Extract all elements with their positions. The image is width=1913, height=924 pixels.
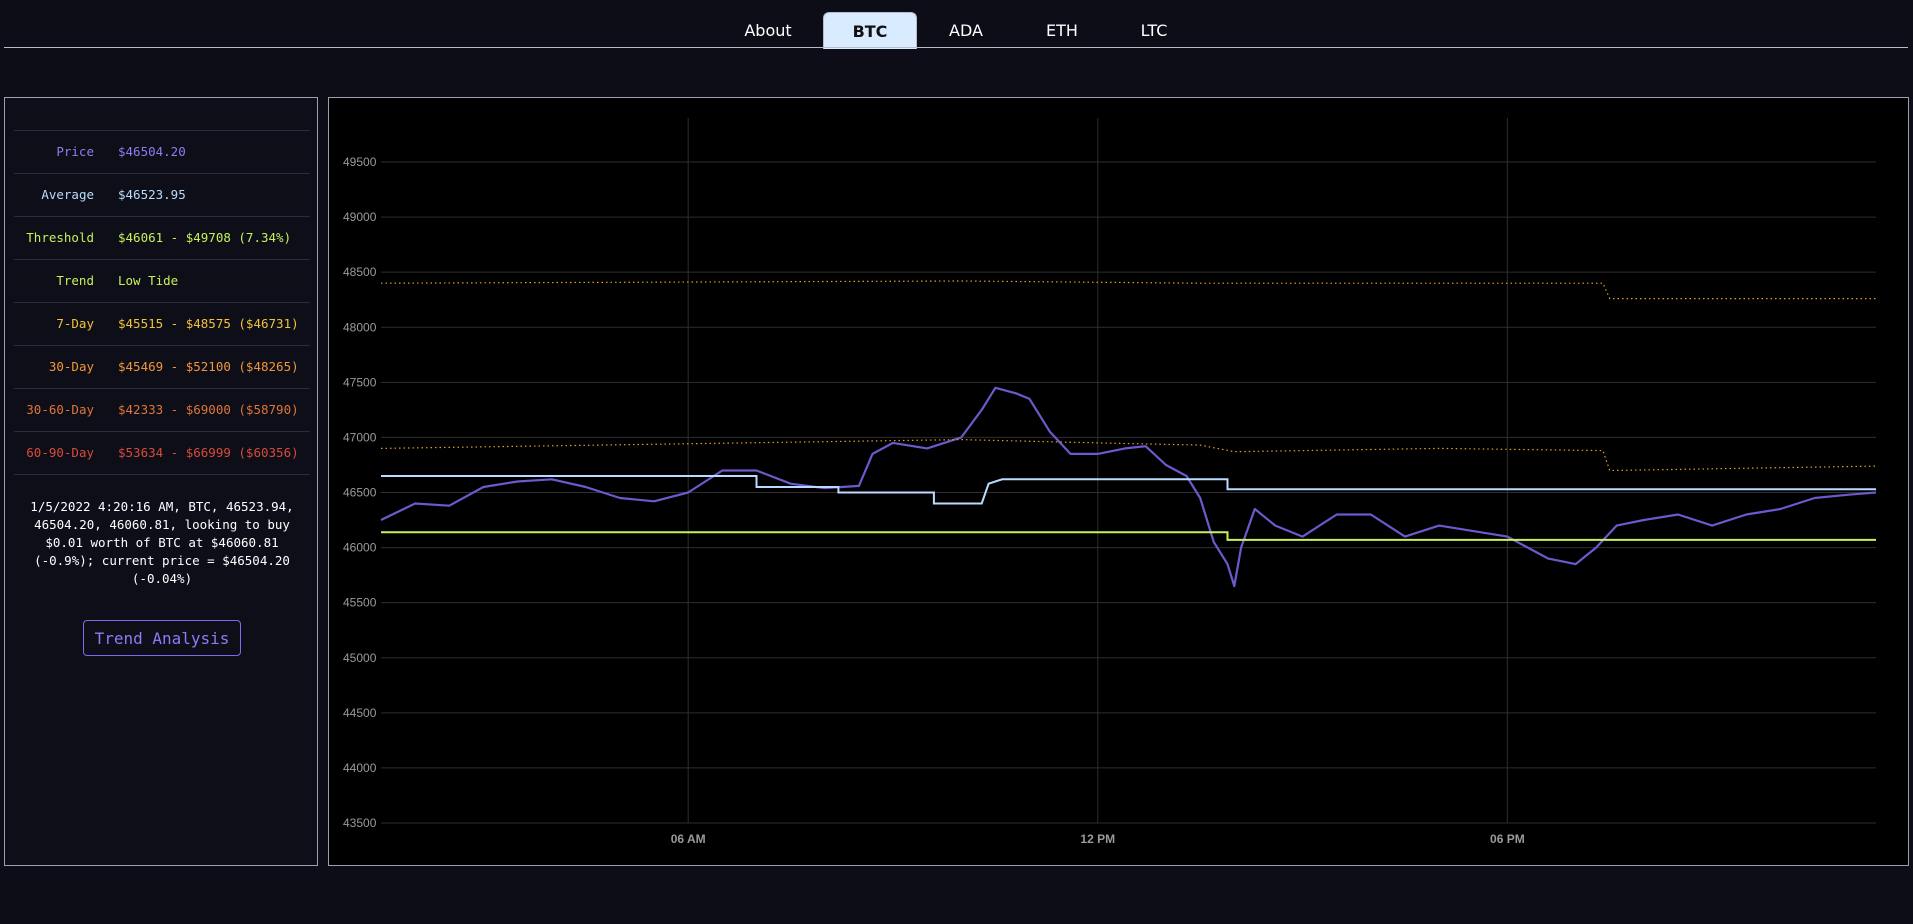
series-line-threshold <box>381 531 1876 541</box>
price-chart: 49500 49000 48500 48000 47500 47000 46500 46000… <box>328 97 1909 866</box>
y-tick-label: 46000 <box>343 541 377 555</box>
stat-value: $46523.95 <box>118 187 186 202</box>
trend-analysis-button[interactable]: Trend Analysis <box>83 620 241 656</box>
stats-table: Price $46504.20 Average $46523.95 Thresh… <box>14 130 310 475</box>
tab-eth[interactable]: ETH <box>1046 21 1078 40</box>
stat-row-30-60-day: 30-60-Day $42333 - $69000 ($58790) <box>14 388 310 431</box>
stat-value: $46504.20 <box>118 144 186 159</box>
stat-label: Trend <box>56 273 94 288</box>
stat-row-60-90-day: 60-90-Day $53634 - $66999 ($60356) <box>14 431 310 475</box>
stat-row-threshold: Threshold $46061 - $49708 (7.34%) <box>14 216 310 259</box>
stat-value: $42333 - $69000 ($58790) <box>118 402 299 417</box>
tab-ltc[interactable]: LTC <box>1140 21 1168 40</box>
y-tick-label: 44000 <box>343 761 377 775</box>
trade-log-message: 1/5/2022 4:20:16 AM, BTC, 46523.94, 4650… <box>30 499 294 586</box>
y-tick-label: 49000 <box>343 210 377 224</box>
stats-panel: Price $46504.20 Average $46523.95 Thresh… <box>4 97 318 866</box>
price-chart-svg: 49500 49000 48500 48000 47500 47000 46500 46000… <box>343 118 1877 846</box>
stat-label: 7-Day <box>56 316 94 331</box>
stat-row-average: Average $46523.95 <box>14 173 310 216</box>
tab-bar-divider <box>4 47 1908 48</box>
series-line-average <box>381 475 1876 505</box>
y-tick-label: 45500 <box>343 596 377 610</box>
series-line-7-day-average <box>380 438 1877 472</box>
stat-row-price: Price $46504.20 <box>14 130 310 173</box>
stat-label: Price <box>56 144 94 159</box>
series-line-price <box>380 386 1877 588</box>
stat-value: $45515 - $48575 ($46731) <box>118 316 299 331</box>
y-tick-label: 48500 <box>343 265 377 279</box>
stat-label: Average <box>41 187 94 202</box>
stat-label: 30-Day <box>48 359 94 374</box>
tab-btc[interactable]: BTC <box>823 12 917 49</box>
y-tick-label: 45000 <box>343 651 377 665</box>
x-tick-label: 06 PM <box>1490 832 1525 846</box>
y-tick-label: 48000 <box>343 320 377 334</box>
y-tick-label: 49500 <box>343 155 377 169</box>
x-tick-label: 12 PM <box>1080 832 1115 846</box>
y-tick-label: 47500 <box>343 375 377 389</box>
stat-value: $45469 - $52100 ($48265) <box>118 359 299 374</box>
y-tick-label: 44500 <box>343 706 377 720</box>
y-tick-label: 46500 <box>343 486 377 500</box>
y-tick-label: 43500 <box>343 816 377 830</box>
y-tick-label: 47000 <box>343 430 377 444</box>
stat-label: 60-90-Day <box>26 445 94 460</box>
x-tick-label: 06 AM <box>671 832 706 846</box>
stat-row-trend: Trend Low Tide <box>14 259 310 302</box>
series-line-7-day-high <box>380 280 1876 300</box>
stat-value: $53634 - $66999 ($60356) <box>118 445 299 460</box>
tab-about[interactable]: About <box>744 21 792 40</box>
stat-value: Low Tide <box>118 273 179 288</box>
stat-row-7-day: 7-Day $45515 - $48575 ($46731) <box>14 302 310 345</box>
stat-label: 30-60-Day <box>26 402 94 417</box>
stat-row-30-day: 30-Day $45469 - $52100 ($48265) <box>14 345 310 388</box>
tab-bar: About BTC ADA ETH LTC <box>0 12 1913 49</box>
stat-label: Threshold <box>26 230 94 245</box>
tab-ada[interactable]: ADA <box>949 21 983 40</box>
stat-value: $46061 - $49708 (7.34%) <box>118 230 292 245</box>
